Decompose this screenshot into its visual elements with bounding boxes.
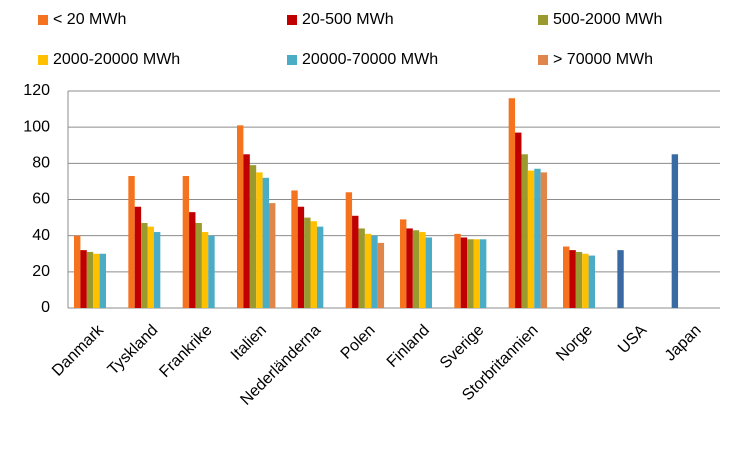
legend-label: 2000-20000 MWh [53, 51, 180, 68]
bar [243, 154, 250, 308]
x-tick-label: Japan [662, 322, 705, 365]
bar [582, 253, 589, 308]
legend-swatch [38, 15, 48, 25]
legend-swatch [38, 55, 48, 65]
y-tick-label: 40 [32, 227, 50, 244]
bar [460, 237, 468, 308]
bar [671, 154, 679, 308]
bar [521, 154, 528, 308]
bar [588, 255, 595, 308]
x-tick-label: Frankrike [156, 322, 215, 381]
y-tick-label: 0 [41, 299, 50, 316]
legend-swatch [287, 55, 297, 65]
y-tick-label: 100 [23, 118, 50, 135]
bar [419, 232, 426, 308]
bar [262, 177, 269, 308]
bar [141, 223, 148, 308]
y-tick-label: 60 [32, 191, 50, 208]
bar [134, 206, 142, 308]
bar [269, 203, 276, 308]
bar [617, 250, 624, 308]
bar [99, 253, 106, 308]
x-tick-label: USA [615, 322, 651, 358]
legend-swatch [538, 15, 548, 25]
legend-label: 20000-70000 MWh [302, 51, 438, 68]
bar [467, 239, 474, 308]
bar [189, 212, 196, 308]
bar [297, 206, 305, 308]
y-tick-label: 80 [32, 155, 50, 172]
bar [364, 233, 372, 308]
bar [563, 246, 570, 308]
bar [412, 230, 420, 308]
bar [515, 132, 522, 308]
bar [74, 235, 81, 308]
bar [208, 235, 215, 308]
bar [147, 226, 154, 308]
bar [575, 251, 583, 308]
bar [352, 215, 359, 308]
bar [153, 232, 161, 308]
bar [358, 228, 365, 308]
bar [86, 251, 94, 308]
bar [291, 190, 298, 308]
bar [377, 242, 385, 308]
legend-label: 20-500 MWh [302, 11, 394, 28]
bar [201, 232, 209, 308]
y-tick-label: 20 [32, 263, 50, 280]
x-tick-label: Finland [384, 322, 433, 371]
legend-label: 500-2000 MWh [553, 11, 662, 28]
bar [425, 237, 432, 308]
x-tick-label: Polen [338, 322, 379, 363]
bar [473, 239, 480, 308]
x-tick-label: Norge [553, 322, 596, 365]
bar [371, 235, 378, 308]
bar [128, 175, 135, 308]
legend-label: < 20 MWh [53, 11, 126, 28]
y-tick-label: 120 [23, 82, 50, 99]
bar [508, 98, 516, 308]
bar [80, 250, 87, 308]
bar [249, 165, 257, 308]
bar [195, 223, 202, 308]
bar [256, 172, 263, 308]
bar [454, 233, 461, 308]
bar [316, 226, 324, 308]
bar [540, 172, 548, 308]
bar [345, 192, 353, 308]
legend-label: > 70000 MWh [553, 51, 653, 68]
bar [569, 250, 576, 308]
bar [93, 253, 100, 308]
bar [406, 228, 413, 308]
x-tick-label: Tyskland [105, 322, 162, 379]
bar [237, 125, 244, 308]
bar [479, 239, 487, 308]
bar [182, 175, 190, 308]
x-tick-label: Sverige [437, 322, 487, 372]
legend-swatch [287, 15, 297, 25]
bar [304, 217, 311, 308]
bar [534, 168, 541, 308]
legend-swatch [538, 55, 548, 65]
x-tick-label: Italien [228, 322, 270, 364]
x-tick-label: Danmark [49, 321, 108, 380]
bar [527, 170, 535, 308]
bar [310, 221, 317, 308]
bar [400, 219, 407, 308]
